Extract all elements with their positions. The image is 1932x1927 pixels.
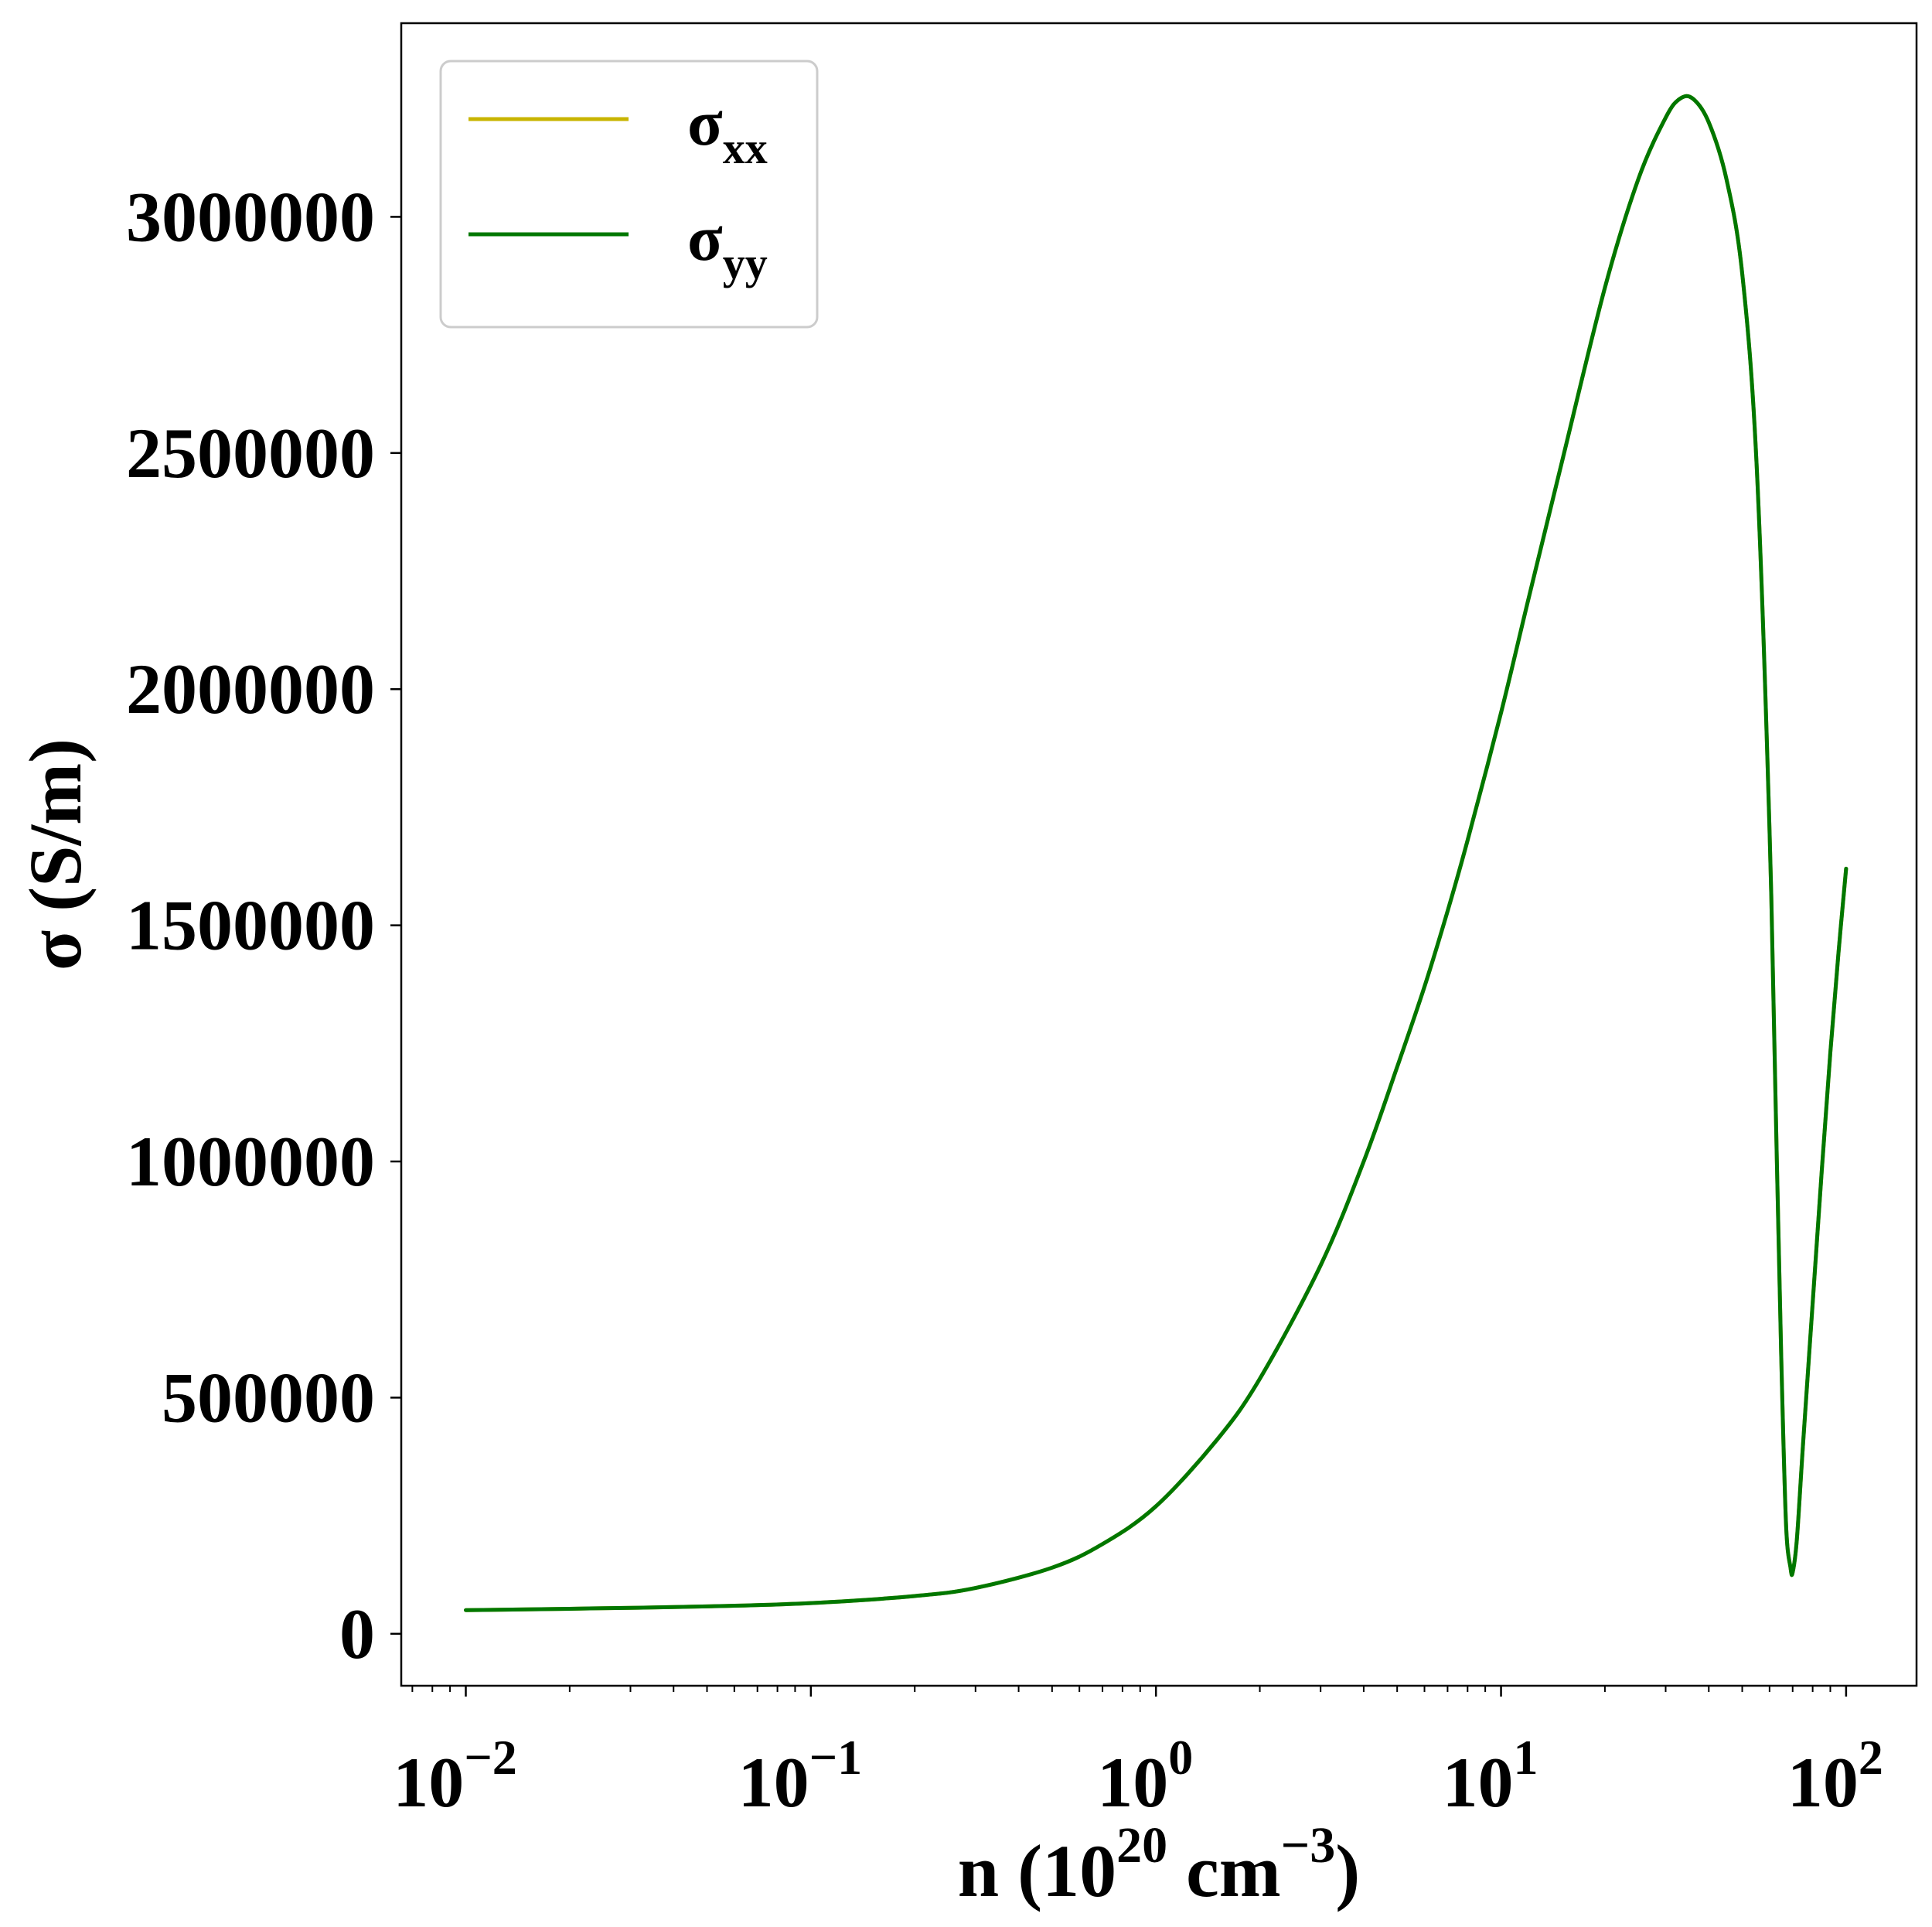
legend-label-sigma-yy-base: σ [687,203,723,275]
x-tick-label-base: 10 [393,1743,464,1822]
legend-label-sigma-xx-sub: xx [723,123,768,173]
x-tick-label: 101 [1443,1730,1538,1822]
y-tick-label: 2500000 [126,414,375,493]
legend: σxx σyy [439,60,819,329]
x-tick-label-exp: 0 [1168,1730,1193,1785]
x-axis-label-exp1: 20 [1116,1817,1167,1874]
x-tick-label-base: 10 [738,1743,809,1822]
x-tick-label-exp: 2 [1859,1730,1883,1785]
x-tick-label-base: 10 [1097,1743,1168,1822]
x-tick-label-base: 10 [1787,1743,1859,1822]
x-axis-label-exp2: −3 [1281,1817,1336,1874]
y-tick-label: 500000 [162,1358,375,1437]
legend-label-sigma-xx-base: σ [687,87,723,159]
y-tick-label: 0 [339,1594,375,1673]
y-axis-ticks: 0 500000 1000000 1500000 2000000 2500000 30000… [126,177,401,1673]
x-tick-label-exp: −1 [809,1730,862,1785]
y-tick-label: 1500000 [126,886,375,965]
legend-label-sigma-yy: σyy [687,203,768,288]
x-tick-label-exp: 1 [1514,1730,1538,1785]
x-tick-label: 100 [1097,1730,1193,1822]
x-tick-label: 10−1 [738,1730,862,1822]
x-tick-label-exp: −2 [464,1730,516,1785]
x-tick-label: 102 [1787,1730,1883,1822]
y-axis-label: σ (S/m) [14,738,97,970]
y-tick-label: 1000000 [126,1122,375,1201]
legend-box [439,60,819,329]
x-tick-label: 10−2 [393,1730,516,1822]
legend-label-sigma-xx: σxx [687,87,768,173]
x-axis-label-end: ) [1335,1830,1360,1912]
x-axis-ticks: 10−2 10−1 100 101 102 [393,1686,1883,1822]
series-lines [464,94,1849,1612]
series-line-yy [464,94,1849,1612]
y-tick-label: 3000000 [126,177,375,256]
plot-frame [400,22,1918,1687]
x-axis-label-base: n (10 [958,1830,1116,1912]
legend-label-sigma-yy-sub: yy [723,238,768,288]
x-axis-label: n (1020 cm−3) [958,1817,1361,1912]
y-tick-label: 2000000 [126,650,375,728]
x-tick-label-base: 10 [1443,1743,1514,1822]
x-axis-label-mid: cm [1167,1830,1281,1912]
